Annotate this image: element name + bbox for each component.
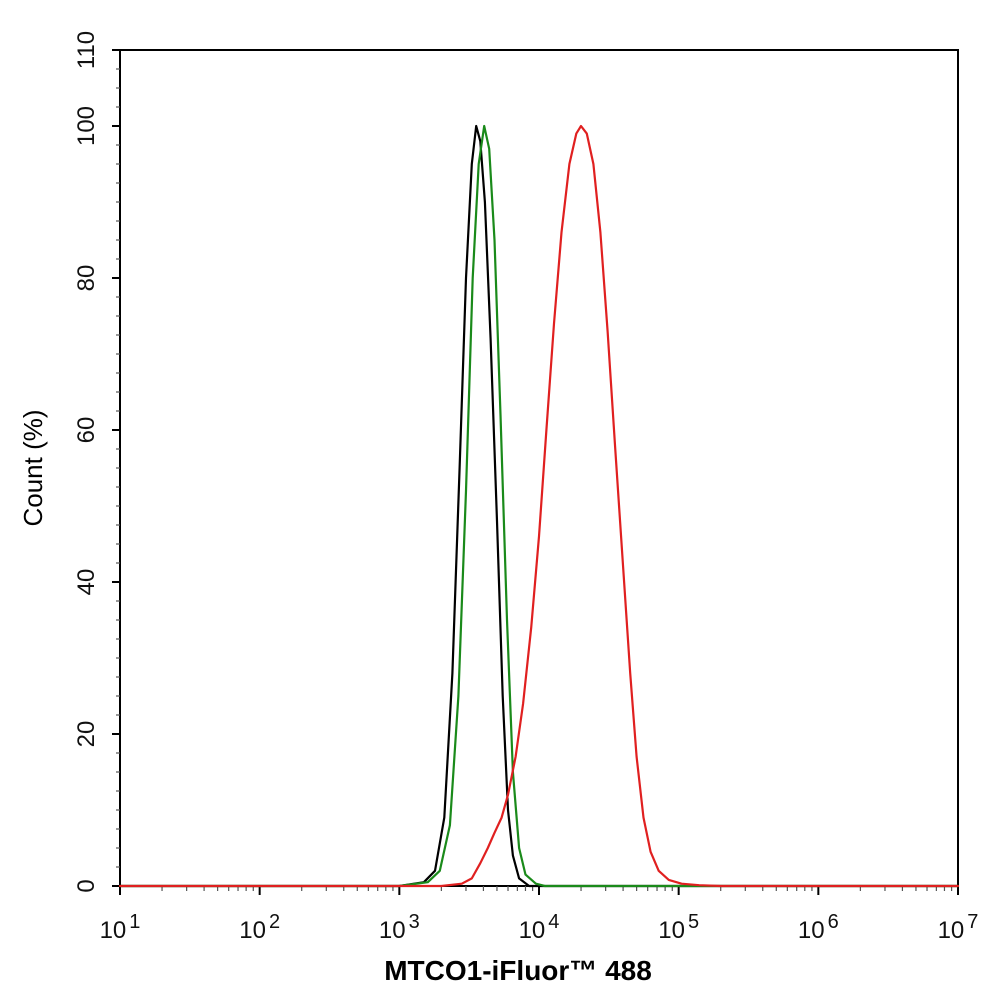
x-tick-exponent: 5 (688, 911, 699, 933)
x-tick-label: 10 3 (379, 911, 420, 944)
histogram-line-1 (118, 124, 960, 888)
x-tick-label: 10 4 (519, 911, 560, 944)
series-layer (118, 124, 960, 888)
x-tick-label: 10 6 (798, 911, 839, 944)
y-axis-ticks: 0 20 40 60 80 100 110 (73, 31, 120, 893)
x-tick-exponent: 6 (828, 911, 839, 933)
histogram-line-3 (118, 124, 960, 888)
y-tick-label: 80 (73, 265, 100, 292)
x-tick-label: 10 5 (658, 911, 699, 944)
x-tick-label: 10 7 (938, 911, 979, 944)
x-tick-label: 10 1 (100, 911, 141, 944)
y-tick-label: 0 (73, 879, 100, 892)
x-axis-ticks: 10 1 10 2 10 3 10 4 10 5 10 6 10 7 (100, 886, 979, 944)
x-tick-base: 10 (239, 917, 266, 944)
y-tick-label: 60 (73, 417, 100, 444)
y-tick-label: 20 (73, 721, 100, 748)
x-tick-exponent: 2 (269, 911, 280, 933)
y-tick-label: 40 (73, 569, 100, 596)
x-tick-exponent: 7 (967, 911, 978, 933)
y-tick-label: 100 (73, 106, 100, 146)
y-tick-label: 110 (73, 31, 100, 69)
y-axis-title: Count (%) (18, 409, 48, 526)
x-tick-exponent: 1 (129, 911, 140, 933)
x-tick-base: 10 (938, 917, 965, 944)
plot-frame (119, 49, 959, 887)
x-tick-base: 10 (519, 917, 546, 944)
x-tick-exponent: 3 (409, 911, 420, 933)
x-axis-title: MTCO1-iFluor™ 488 (384, 955, 652, 986)
x-tick-base: 10 (100, 917, 127, 944)
histogram-line-2 (118, 124, 960, 888)
x-tick-base: 10 (798, 917, 825, 944)
x-tick-label: 10 2 (239, 911, 280, 944)
x-tick-base: 10 (658, 917, 685, 944)
x-tick-exponent: 4 (548, 911, 559, 933)
x-tick-base: 10 (379, 917, 406, 944)
